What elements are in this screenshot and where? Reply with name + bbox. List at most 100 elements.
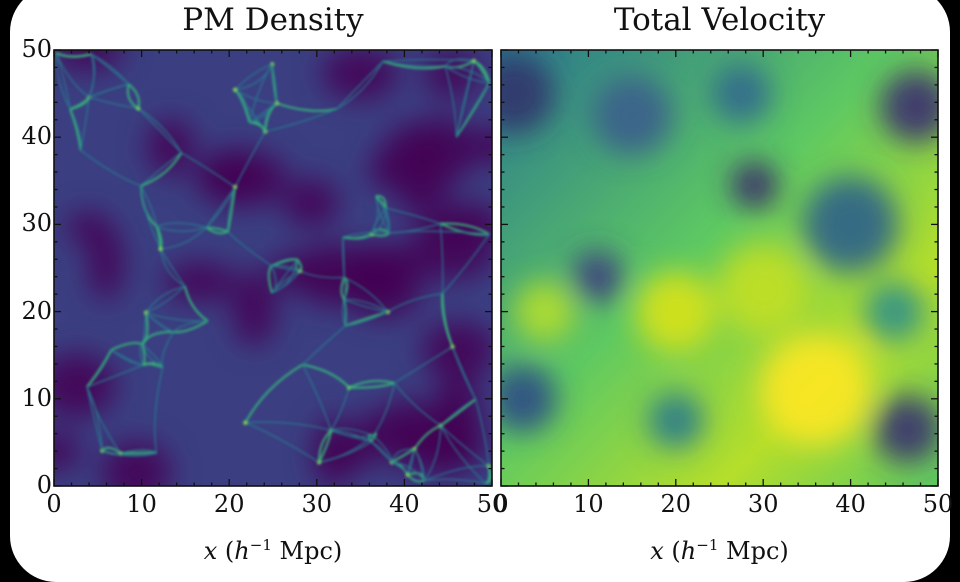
- x-tick-label: 10: [573, 490, 604, 518]
- filament: [342, 237, 345, 278]
- velocity-feature: [760, 335, 871, 446]
- void-region: [314, 414, 352, 486]
- x-tick-label: 40: [389, 490, 420, 518]
- void-region: [202, 148, 261, 199]
- filament: [145, 285, 186, 314]
- halo-node: [450, 344, 455, 350]
- filament: [141, 344, 146, 367]
- velocity-feature: [873, 395, 938, 464]
- right-panel-title: Total Velocity: [613, 2, 826, 38]
- velocity-feature: [501, 53, 555, 134]
- y-tick-label: 30: [21, 209, 52, 238]
- plot-canvas: [53, 49, 939, 487]
- filament: [88, 53, 95, 98]
- filament: [391, 461, 425, 482]
- x-tick-label: 40: [835, 490, 866, 518]
- filament: [267, 264, 273, 294]
- filament: [234, 63, 273, 91]
- filament: [80, 97, 90, 151]
- filament: [271, 259, 299, 294]
- filament: [330, 427, 374, 437]
- filament: [439, 223, 444, 294]
- filament: [393, 382, 442, 427]
- filament: [88, 83, 129, 98]
- filament: [206, 226, 229, 233]
- xlabel-var: x: [650, 537, 664, 565]
- filament: [455, 60, 475, 138]
- xlabel-h: h: [234, 537, 250, 565]
- y-tick-label: 40: [21, 122, 52, 151]
- void-region: [423, 50, 482, 97]
- right-x-axis-label: x (h−1 Mpc): [501, 536, 938, 565]
- filament: [245, 422, 320, 463]
- filament: [271, 64, 278, 104]
- density-image: [54, 50, 492, 486]
- filament: [173, 320, 209, 334]
- filament: [181, 152, 236, 188]
- filament: [473, 59, 491, 84]
- filament: [388, 230, 490, 235]
- filament: [440, 222, 490, 236]
- xlabel-open: (: [663, 537, 681, 565]
- filament: [127, 83, 141, 109]
- xlabel-unit: Mpc): [718, 537, 789, 565]
- filament: [340, 277, 346, 301]
- filament: [440, 425, 490, 467]
- filament: [140, 185, 158, 227]
- filament: [271, 265, 301, 272]
- filament: [382, 60, 446, 70]
- filament: [248, 63, 273, 123]
- filament: [349, 382, 395, 389]
- filament: [301, 364, 332, 431]
- filament: [183, 285, 209, 322]
- xlabel-h: h: [680, 537, 697, 565]
- velocity-feature: [571, 250, 624, 303]
- filament: [156, 222, 207, 229]
- left-panel-title: PM Density: [182, 2, 364, 38]
- halo-node: [158, 246, 163, 252]
- filament: [159, 248, 186, 287]
- halo-node: [232, 87, 238, 93]
- filament: [342, 233, 373, 240]
- filament: [145, 285, 186, 314]
- filament: [276, 102, 337, 112]
- void-region: [369, 149, 406, 191]
- filament: [110, 341, 143, 351]
- filament: [343, 277, 347, 326]
- void-region: [283, 178, 339, 228]
- filament: [296, 258, 303, 272]
- filament: [140, 152, 183, 187]
- x-tick-label: 50: [922, 490, 954, 518]
- filament: [384, 207, 391, 234]
- filament: [391, 448, 415, 463]
- filament: [444, 65, 457, 137]
- filament: [299, 270, 345, 279]
- filament: [110, 349, 143, 366]
- void-region: [146, 118, 195, 176]
- filament: [88, 96, 139, 109]
- filament: [440, 398, 477, 427]
- filament: [441, 233, 490, 295]
- velocity-feature: [711, 63, 772, 124]
- filament: [382, 58, 475, 63]
- velocity-feature: [730, 161, 779, 210]
- filament: [385, 207, 441, 225]
- x-tick-label: 0: [493, 490, 509, 518]
- x-tick-label: 30: [301, 490, 333, 518]
- filament: [55, 52, 71, 110]
- filament: [423, 425, 442, 482]
- filament: [343, 276, 389, 313]
- filament: [137, 107, 183, 154]
- filament: [391, 448, 415, 464]
- halo-node: [243, 420, 248, 425]
- y-tick-label: 0: [36, 471, 52, 499]
- xlabel-var: x: [203, 537, 218, 565]
- filament: [348, 379, 395, 389]
- filament: [234, 131, 266, 188]
- filament: [394, 346, 453, 384]
- filament: [205, 226, 229, 235]
- void-region: [163, 261, 237, 302]
- filament: [445, 65, 490, 84]
- xlabel-exp: −1: [249, 536, 272, 554]
- filament: [159, 248, 186, 287]
